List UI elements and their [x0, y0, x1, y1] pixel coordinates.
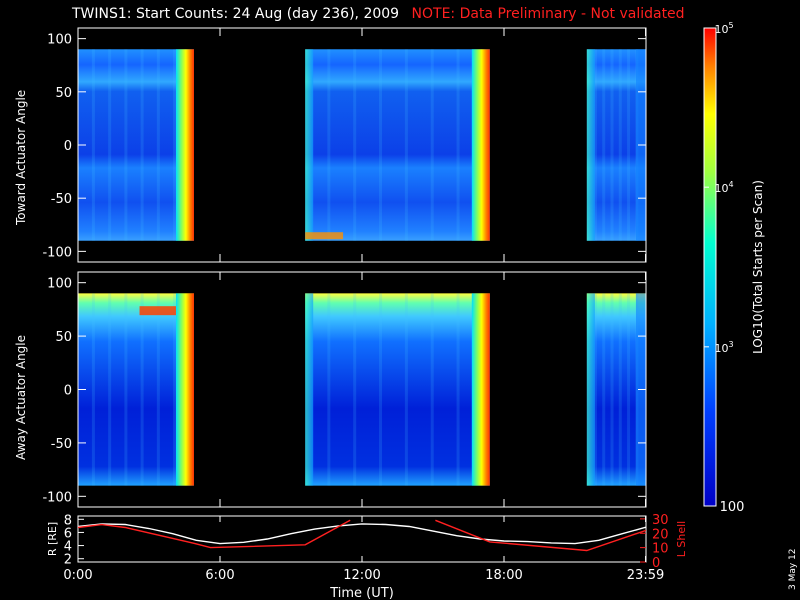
- ephem-ytick-right-label-1: 10: [652, 542, 669, 557]
- panel1-lead-edge-1: [305, 49, 314, 241]
- colorbar: [703, 27, 717, 507]
- ephem-ytick-right-label-0: 0: [652, 556, 660, 571]
- panel2-streak-2-2: [610, 293, 614, 486]
- ephemeris-frame: [77, 515, 647, 563]
- panel1-streak-2-2: [610, 49, 614, 241]
- panel2-ylabel: Away Actuator Angle: [14, 334, 28, 460]
- ephem-xtick-label-1: 6:00: [205, 568, 234, 583]
- ephem-ytick-right-label-2: 20: [652, 527, 669, 542]
- ephem-ytick-left-label-0: 2: [64, 553, 72, 568]
- panel1-ytick-label-2: 0: [64, 139, 72, 154]
- panel2-streak-1-0: [327, 293, 331, 486]
- ephem-xtick-label-4: 23:59: [627, 568, 664, 583]
- ephem-ylabel-right: L Shell: [675, 521, 688, 557]
- panel2-lead-edge-2: [586, 293, 595, 486]
- panel1-ylabel: Toward Actuator Angle: [14, 89, 28, 225]
- panel2-streak-0-5: [173, 293, 177, 486]
- panel2-edge-0: [175, 293, 194, 486]
- panel1-streak-1-4: [430, 49, 434, 241]
- panel2-lead-edge-1: [305, 293, 314, 486]
- panel2-ytick-label-4: -100: [42, 490, 72, 505]
- ephem-xtick-label-0: 0:00: [63, 568, 92, 583]
- panel2-streak-0-3: [140, 293, 144, 486]
- panel1-ytick-label-0: 100: [47, 33, 72, 48]
- panel2-hotspot: [139, 306, 176, 316]
- panel2-streak-2-3: [618, 293, 622, 486]
- panel1-hotspot: [305, 232, 344, 240]
- panel1-streak-1-2: [379, 49, 383, 241]
- panel2-streak-0-1: [108, 293, 112, 486]
- panel2-ytick-label-2: 0: [64, 384, 72, 399]
- panel2-ytick-label-1: 50: [55, 330, 72, 345]
- cb-tick-100: 100: [720, 500, 745, 515]
- panel1-streak-1-5: [456, 49, 460, 241]
- panel2-streak-1-1: [353, 293, 357, 486]
- panel1-ytick-label-4: -100: [42, 245, 72, 260]
- panel1-streak-1-1: [353, 49, 357, 241]
- panel1-streak-0-3: [140, 49, 144, 241]
- panel1-data-block-1: [305, 49, 490, 241]
- panel1-streak-0-2: [124, 49, 128, 241]
- panel1-streak-0-4: [156, 49, 160, 241]
- panel2-ytick-label-0: 100: [47, 277, 72, 292]
- ephem-xtick-label-3: 18:00: [485, 568, 522, 583]
- cb-tick-1e4: 104: [714, 180, 733, 195]
- panel1-ytick-label-1: 50: [55, 86, 72, 101]
- panel1-edge-0: [175, 49, 194, 241]
- panel1-streak-2-4: [627, 49, 631, 241]
- ephem-ytick-left-label-3: 8: [64, 513, 72, 528]
- panel1-streak-0-0: [91, 49, 95, 241]
- panel1-streak-2-0: [593, 49, 597, 241]
- panel2-streak-1-4: [430, 293, 434, 486]
- panel2-streak-2-0: [593, 293, 597, 486]
- panel2-data-block-1: [305, 293, 490, 486]
- panel1-streak-1-3: [404, 49, 408, 241]
- panel2-streak-1-2: [379, 293, 383, 486]
- cb-tick-1e5: 105: [714, 21, 733, 36]
- ephem-ytick-left-label-2: 6: [64, 526, 72, 541]
- ephem-series-lshell: [78, 519, 646, 552]
- ephem-xtick-label-2: 12:00: [343, 568, 380, 583]
- ephem-series-r: [78, 523, 646, 545]
- panel2-streak-0-0: [91, 293, 95, 486]
- ephem-ytick-left-label-1: 4: [64, 540, 72, 555]
- panel2-data-block-0: [78, 293, 194, 486]
- panel2-streak-1-3: [404, 293, 408, 486]
- title-text: TWINS1: Start Counts: 24 Aug (day 236), …: [72, 6, 400, 22]
- panel1-lead-edge-2: [586, 49, 595, 241]
- ephem-xlabel: Time (UT): [329, 586, 394, 600]
- panel1-streak-0-5: [173, 49, 177, 241]
- panel1-data-block-0: [78, 49, 194, 241]
- chart-title: TWINS1: Start Counts: 24 Aug (day 236), …: [72, 6, 685, 22]
- panel2-streak-0-4: [156, 293, 160, 486]
- colorbar-label: LOG10(Total Starts per Scan): [751, 180, 765, 354]
- panel1-streak-2-3: [618, 49, 622, 241]
- panel1-edge-1: [471, 49, 490, 241]
- panel2-edge-1: [471, 293, 490, 486]
- panel1-ytick-label-3: -50: [51, 192, 72, 207]
- panel2-streak-1-5: [456, 293, 460, 486]
- date-stamp: 3 May 12: [788, 548, 798, 590]
- panel2-ytick-label-3: -50: [51, 437, 72, 452]
- panel1-streak-0-1: [108, 49, 112, 241]
- panel2-streak-0-2: [124, 293, 128, 486]
- panel2-streak-2-1: [602, 293, 606, 486]
- preliminary-note: NOTE: Data Preliminary - Not validated: [411, 6, 685, 22]
- ephem-ytick-right-label-3: 30: [652, 513, 669, 528]
- panel1-streak-1-0: [327, 49, 331, 241]
- panel1-streak-2-1: [602, 49, 606, 241]
- cb-tick-1e3: 103: [714, 340, 733, 355]
- panel2-streak-2-4: [627, 293, 631, 486]
- ephem-ylabel-left: R [RE]: [46, 522, 59, 556]
